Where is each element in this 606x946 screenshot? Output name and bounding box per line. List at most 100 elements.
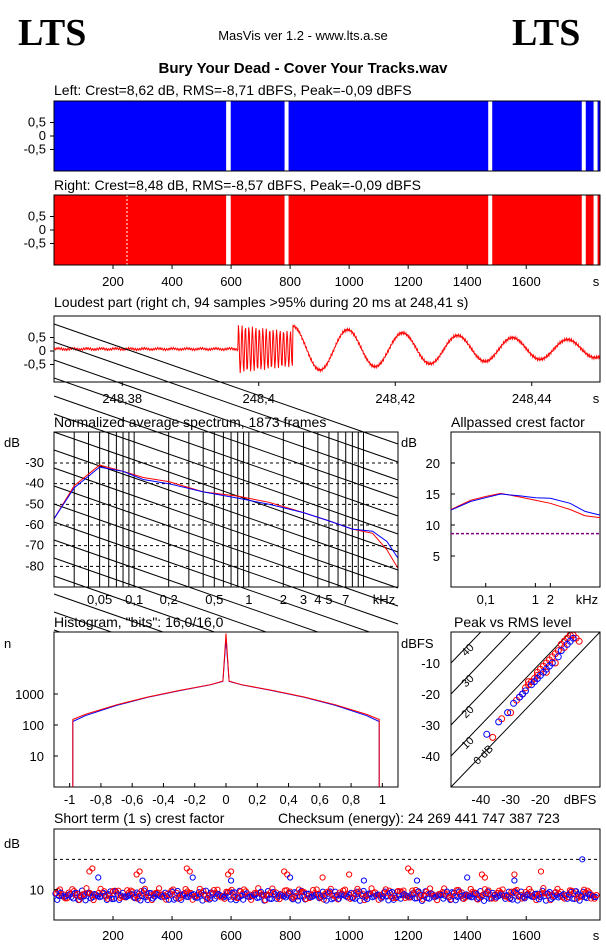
crest-point-blue bbox=[98, 893, 105, 900]
x-tick-label-5: 0 bbox=[222, 792, 229, 807]
right-waveform-gaps bbox=[226, 195, 598, 265]
peak-rms-point-1-11 bbox=[548, 659, 556, 667]
y-tick-label-1: 100 bbox=[22, 718, 44, 733]
crest-point-red bbox=[203, 896, 210, 903]
crest-point-blue bbox=[119, 889, 126, 896]
x-tick-label-2: -20 bbox=[531, 792, 550, 807]
x-tick-label-1: 400 bbox=[161, 274, 183, 289]
left-channel-panel: Left: Crest=8,62 dB, RMS=-8,71 dBFS, Pea… bbox=[24, 82, 601, 172]
peak-rms-point-0-2 bbox=[507, 709, 515, 717]
left-waveform bbox=[54, 101, 600, 171]
peak-rms-point-1-19 bbox=[542, 665, 550, 673]
x-tick-label-3: 800 bbox=[279, 928, 301, 943]
y-tick-label-1: 0 bbox=[39, 222, 46, 237]
crest-outlier-0-16 bbox=[511, 871, 518, 878]
x-tick-label-6: 0,2 bbox=[248, 792, 266, 807]
crest-outlier-1-4 bbox=[287, 874, 294, 881]
crest-point-red bbox=[400, 887, 407, 894]
x-tick-label-2: 0,2 bbox=[160, 592, 178, 607]
crest-point-blue bbox=[202, 887, 210, 894]
waveform-gap-5 bbox=[593, 195, 598, 265]
x-tick-label-8: 5 bbox=[325, 592, 332, 607]
y-tick-label-5: -80 bbox=[25, 558, 44, 573]
crest-point-red bbox=[407, 894, 414, 901]
slope-line-5 bbox=[53, 521, 399, 643]
x-tick-label-1: 248,4 bbox=[242, 391, 275, 406]
crest-diagonal-0 bbox=[451, 632, 600, 787]
crest-point-blue bbox=[507, 894, 514, 902]
waveform-gap-3 bbox=[488, 195, 493, 265]
crest-point-blue bbox=[231, 889, 238, 896]
x-axis-label: dBFS bbox=[564, 792, 597, 807]
crest-point-red bbox=[361, 896, 368, 904]
y-tick-label-2: 10 bbox=[30, 749, 44, 764]
crest-point-red bbox=[200, 888, 207, 895]
spectrum-panel: Normalized average spectrum, 1873 frames… bbox=[4, 323, 399, 787]
x-tick-label-2: 600 bbox=[220, 928, 242, 943]
x-tick-label-2: 248,42 bbox=[375, 391, 415, 406]
waveform-gap-2 bbox=[284, 195, 289, 265]
x-tick-label-2: 600 bbox=[220, 274, 242, 289]
x-tick-label-0: 0,1 bbox=[477, 592, 495, 607]
peak-rms-point-1-3 bbox=[510, 699, 518, 707]
x-tick-label-2: -0,6 bbox=[121, 792, 143, 807]
waveform-gap-1 bbox=[226, 101, 231, 171]
crest-outlier-0-17 bbox=[537, 868, 545, 875]
x-tick-label-9: 7 bbox=[342, 592, 349, 607]
waveform-gap-5 bbox=[593, 101, 598, 171]
left-channel-title: Left: Crest=8,62 dB, RMS=-8,71 dBFS, Pea… bbox=[54, 82, 412, 98]
crest-outlier-1-0 bbox=[95, 874, 102, 881]
y-tick-label-0: 0,5 bbox=[28, 330, 46, 345]
x-tick-label-0: 0,05 bbox=[87, 592, 112, 607]
x-tick-label-1: -30 bbox=[501, 792, 520, 807]
x-tick-label-4: 1 bbox=[245, 592, 252, 607]
x-tick-label-3: 248,44 bbox=[512, 391, 552, 406]
peak-rms-point-1-0 bbox=[483, 730, 491, 738]
crest-point-red bbox=[269, 885, 276, 892]
y-tick-label-3: -60 bbox=[25, 517, 44, 532]
x-tick-label-2: 2 bbox=[547, 592, 554, 607]
x-tick-label-6: 1400 bbox=[453, 274, 482, 289]
peak-rms-point-1-16 bbox=[569, 634, 577, 642]
crest-point-red bbox=[104, 895, 111, 902]
crest-point-red bbox=[331, 892, 338, 899]
spectrum-frame bbox=[53, 431, 399, 588]
crest-point-blue bbox=[583, 894, 590, 902]
slope-line-1 bbox=[53, 449, 399, 571]
waveform-gap-4 bbox=[581, 195, 586, 265]
crest-diagonal-3 bbox=[451, 632, 512, 695]
histogram-series-red bbox=[72, 633, 380, 787]
y-tick-label-1: 15 bbox=[426, 487, 440, 502]
peak-rms-title: Peak vs RMS level bbox=[454, 614, 571, 630]
logo-left: LTS bbox=[18, 12, 86, 54]
slope-line--3 bbox=[53, 377, 399, 499]
x-tick-label-8: s bbox=[593, 928, 600, 943]
y-tick-label-2: -30 bbox=[421, 718, 440, 733]
logo-right: LTS bbox=[512, 12, 580, 54]
y-tick-label-1: 0 bbox=[39, 128, 46, 143]
allpass-ylabel: dB bbox=[401, 435, 417, 450]
crest-point-red bbox=[561, 895, 568, 902]
short-term-panel: Short term (1 s) crest factor Checksum (… bbox=[4, 810, 601, 943]
crest-point-red bbox=[499, 886, 506, 893]
allpass-series-blue bbox=[450, 493, 601, 516]
left-waveform-gaps bbox=[226, 101, 598, 171]
y-tick-label-2: -0,5 bbox=[24, 357, 46, 372]
x-tick-label-6: 1400 bbox=[453, 928, 482, 943]
crest-point-blue bbox=[149, 895, 156, 902]
loudest-title: Loudest part (right ch, 94 samples >95% … bbox=[54, 294, 468, 310]
crest-point-red bbox=[460, 895, 467, 903]
short-term-frame bbox=[53, 828, 601, 921]
y-tick-label-1: -40 bbox=[25, 476, 44, 491]
peak-rms-point-1-2 bbox=[504, 709, 512, 717]
x-tick-label-3: -0,4 bbox=[152, 792, 174, 807]
slope-line-2 bbox=[53, 467, 399, 589]
peak-rms-point-1-13 bbox=[557, 647, 565, 655]
crest-outlier-0-5 bbox=[186, 868, 193, 875]
x-tick-label-3: 800 bbox=[279, 274, 301, 289]
slope-line--4 bbox=[53, 359, 399, 481]
crest-outlier-0-7 bbox=[227, 868, 235, 875]
y-tick-label-1: 0 bbox=[39, 343, 46, 358]
